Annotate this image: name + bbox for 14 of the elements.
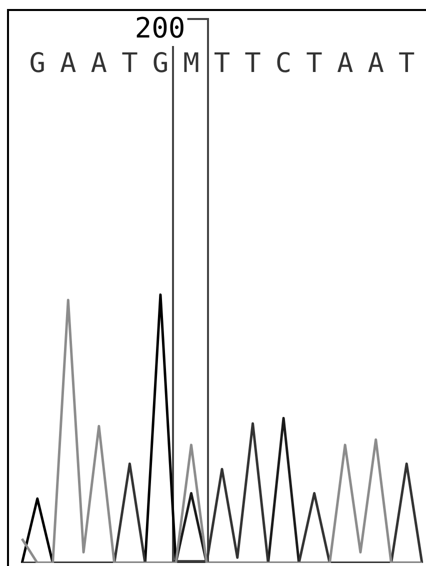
x-tick-label: G: [29, 48, 46, 80]
x-tick-label: A: [60, 48, 76, 80]
text: 200: [134, 11, 186, 44]
x-tick-label: C: [275, 48, 292, 80]
x-tick-label: M: [183, 48, 200, 80]
x-tick-label: T: [398, 48, 415, 80]
x-tick-label: T: [214, 48, 230, 80]
x-tick-label: A: [90, 48, 108, 80]
x-tick-label: T: [306, 48, 322, 80]
x-tick-label: T: [244, 48, 261, 80]
x-tick-label: A: [336, 48, 354, 80]
x-tick-label: T: [122, 48, 138, 80]
x-tick-label: A: [368, 48, 384, 80]
x-tick-label: G: [152, 48, 169, 80]
